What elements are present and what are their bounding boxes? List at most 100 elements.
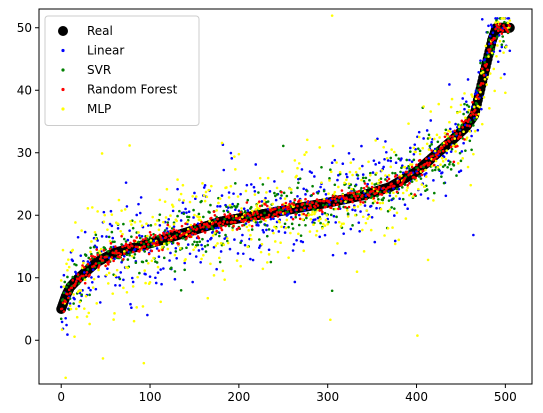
point-random-forest [388, 185, 392, 189]
point-linear [203, 184, 207, 187]
point-random-forest [475, 95, 479, 99]
point-mlp [83, 278, 87, 282]
point-mlp [390, 148, 393, 151]
point-random-forest [193, 223, 196, 226]
legend-marker-mlp [61, 107, 65, 111]
point-mlp [218, 197, 222, 200]
point-random-forest [64, 300, 67, 304]
point-mlp [161, 245, 164, 248]
point-random-forest [328, 200, 331, 204]
point-random-forest [155, 240, 159, 244]
point-random-forest [81, 264, 84, 267]
point-mlp [154, 223, 157, 226]
point-linear [109, 209, 113, 213]
point-random-forest [106, 263, 110, 266]
point-mlp [502, 51, 505, 54]
point-random-forest [308, 203, 312, 207]
point-mlp [244, 189, 248, 193]
point-random-forest [456, 144, 459, 148]
point-linear [183, 261, 186, 265]
point-mlp [469, 183, 473, 187]
point-random-forest [95, 248, 99, 251]
point-svr [483, 61, 487, 64]
point-mlp [437, 102, 441, 106]
point-mlp [68, 304, 72, 308]
point-mlp [247, 229, 250, 232]
point-linear [244, 222, 248, 225]
point-random-forest [301, 202, 305, 206]
point-random-forest [267, 213, 271, 217]
point-linear [241, 233, 244, 237]
point-random-forest [138, 247, 142, 251]
point-mlp [408, 193, 411, 197]
point-linear [106, 267, 109, 270]
point-random-forest [468, 124, 472, 128]
point-svr [409, 150, 412, 153]
point-mlp [493, 89, 496, 93]
point-random-forest [477, 97, 481, 100]
point-svr [202, 215, 205, 219]
point-mlp [129, 219, 132, 223]
point-mlp [193, 213, 196, 217]
point-svr [455, 174, 458, 177]
point-mlp [335, 161, 338, 164]
point-mlp [296, 166, 299, 170]
point-mlp [484, 44, 488, 48]
point-svr [285, 194, 289, 198]
point-svr [239, 241, 242, 244]
point-svr [178, 209, 181, 213]
point-mlp [407, 122, 410, 125]
point-linear [76, 235, 80, 239]
point-random-forest [274, 213, 278, 216]
point-svr [198, 240, 202, 243]
point-random-forest [129, 241, 132, 245]
point-linear [462, 141, 465, 145]
point-random-forest [455, 132, 458, 135]
point-linear [218, 205, 222, 208]
point-mlp [486, 75, 489, 79]
point-mlp [276, 250, 280, 254]
point-svr [408, 167, 411, 171]
point-mlp [417, 187, 420, 191]
point-random-forest [385, 187, 388, 191]
point-linear [313, 218, 317, 221]
point-mlp [456, 162, 460, 165]
point-random-forest [218, 224, 221, 227]
point-linear [64, 316, 67, 320]
point-mlp [403, 165, 407, 169]
y-tick-label: 0 [24, 333, 32, 347]
point-mlp [145, 222, 148, 226]
point-linear [319, 185, 322, 189]
point-random-forest [293, 198, 297, 202]
point-mlp [377, 178, 381, 182]
point-random-forest [401, 182, 404, 185]
point-random-forest [150, 249, 154, 253]
point-linear [253, 190, 257, 193]
point-mlp [424, 168, 427, 172]
point-mlp [200, 257, 203, 261]
point-svr [417, 175, 421, 178]
point-linear [340, 197, 344, 201]
point-linear [370, 216, 374, 219]
point-linear [277, 230, 281, 233]
point-mlp [326, 222, 329, 226]
point-linear [432, 179, 435, 182]
point-mlp [225, 186, 228, 189]
point-mlp [65, 262, 68, 266]
point-random-forest [183, 231, 186, 235]
point-linear [342, 232, 345, 235]
point-linear [372, 159, 376, 162]
point-svr [361, 176, 365, 180]
point-random-forest [121, 245, 124, 249]
point-linear [249, 257, 252, 261]
point-svr [452, 164, 456, 167]
point-random-forest [299, 208, 303, 211]
point-mlp [367, 160, 370, 164]
point-mlp [387, 173, 391, 177]
point-svr [401, 186, 404, 189]
point-linear [302, 187, 306, 191]
point-mlp [130, 223, 133, 226]
point-linear [480, 17, 484, 21]
point-mlp [274, 227, 278, 230]
point-mlp [181, 183, 185, 187]
